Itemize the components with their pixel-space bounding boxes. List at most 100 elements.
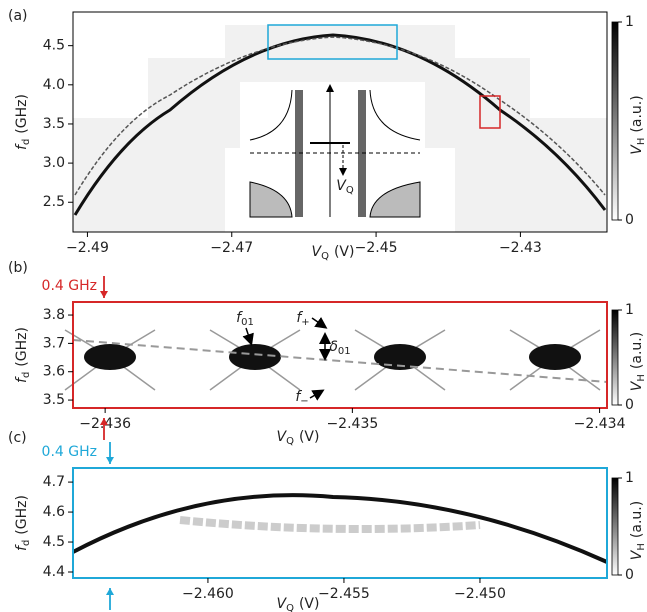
y-tick-label: 3.5 <box>43 116 65 132</box>
label-subscript: 01 <box>338 346 351 357</box>
crossing-core <box>529 344 581 370</box>
inset-hyperbola <box>369 181 421 218</box>
label-subscript: Q <box>321 251 329 262</box>
axis-label: fd (GHz) <box>14 94 32 150</box>
colorbar-label: VH (a.u.) <box>629 332 647 391</box>
marker-label: 0.4 GHz <box>42 278 97 294</box>
background-block <box>530 118 607 232</box>
colorbar-tick-label: 0 <box>625 212 634 228</box>
annotation: f+ <box>296 310 309 328</box>
fit-line <box>72 339 608 383</box>
marker-arrowhead <box>106 457 114 464</box>
y-tick-label: 4.0 <box>43 77 65 93</box>
marker-arrowhead <box>100 291 108 298</box>
panel-label: (b) <box>8 260 28 276</box>
label-symbol: f <box>236 310 243 326</box>
panel-label: (a) <box>8 8 28 24</box>
x-tick-label: −2.450 <box>454 586 506 602</box>
label-subscript: Q <box>346 185 354 196</box>
y-tick-label: 4.5 <box>43 38 65 54</box>
label-subscript: H <box>636 138 647 146</box>
inset-arrowhead <box>326 84 334 92</box>
crossing-core <box>229 344 281 370</box>
marker-label: 0.4 GHz <box>42 444 97 460</box>
label-symbol: V <box>629 380 645 391</box>
y-tick-label: 3.6 <box>43 364 65 380</box>
colorbar <box>611 21 619 221</box>
resonance-trace <box>72 493 608 564</box>
axis-label: VQ (V) <box>277 429 320 447</box>
label-symbol: V <box>629 144 645 155</box>
plot-frame <box>72 301 608 409</box>
marker-arrowhead <box>100 418 108 425</box>
colorbar-label: VH (a.u.) <box>629 95 647 154</box>
label-symbol: V <box>336 178 347 194</box>
label-symbol: f <box>14 376 30 383</box>
axis-label: VQ (V) <box>277 596 320 612</box>
inset-hyperbola <box>249 181 293 218</box>
colorbar-tick-label: 1 <box>625 14 634 30</box>
y-tick-label: 3.5 <box>43 392 65 408</box>
label-subscript: Q <box>286 436 294 447</box>
colorbar-label: VH (a.u.) <box>629 501 647 560</box>
label-subscript: H <box>636 374 647 382</box>
plot-frame <box>72 467 608 579</box>
marker-arrowhead <box>106 588 114 595</box>
label-symbol: f <box>14 143 30 150</box>
axis-label: fd (GHz) <box>14 495 32 551</box>
label-subscript: + <box>301 317 309 328</box>
panel <box>73 12 607 232</box>
label-subscript: d <box>21 540 32 546</box>
panel <box>64 302 608 408</box>
crossing-core <box>84 344 136 370</box>
label-subscript: d <box>21 372 32 378</box>
label-unit: (a.u.) <box>629 332 645 369</box>
label-subscript: H <box>636 543 647 551</box>
colorbar <box>611 309 619 406</box>
inset-arrowhead <box>339 168 347 176</box>
zoom-box <box>479 95 501 129</box>
plot-frame <box>72 11 608 233</box>
plot-area <box>73 468 607 578</box>
resonance-trace <box>73 33 607 216</box>
label-symbol: f <box>296 310 303 326</box>
x-tick-label: −2.434 <box>574 416 626 432</box>
annotation: f01 <box>236 310 254 328</box>
x-tick-label: −2.455 <box>318 586 370 602</box>
inset-hyperbola <box>369 89 421 141</box>
resonance-trace <box>74 36 606 196</box>
y-tick-label: 2.5 <box>43 194 65 210</box>
label-unit: (V) <box>299 429 320 445</box>
y-tick-label: 3.8 <box>43 307 65 323</box>
y-tick-label: 4.7 <box>43 474 65 490</box>
label-subscript: Q <box>286 603 294 612</box>
label-unit: (a.u.) <box>629 95 645 132</box>
x-tick-label: −2.43 <box>499 240 542 256</box>
label-subscript: d <box>21 139 32 145</box>
label-unit: (a.u.) <box>629 501 645 538</box>
label-symbol: V <box>277 429 288 445</box>
x-tick-label: −2.45 <box>355 240 398 256</box>
y-tick-label: 4.4 <box>43 564 65 580</box>
crossing-core <box>374 344 426 370</box>
background-block <box>455 58 530 232</box>
annotation: δ01 <box>329 339 350 357</box>
label-unit: (GHz) <box>14 327 30 367</box>
axis-label: fd (GHz) <box>14 327 32 383</box>
label-unit: (GHz) <box>14 495 30 535</box>
inset-label: VQ <box>336 178 354 196</box>
axis-label: VQ (V) <box>312 244 355 262</box>
colorbar-tick-label: 0 <box>625 397 634 413</box>
label-subscript: − <box>300 396 308 407</box>
panel-label: (c) <box>8 430 27 446</box>
annotation-arrow <box>311 316 328 329</box>
colorbar <box>611 477 619 576</box>
y-tick-label: 4.6 <box>43 504 65 520</box>
label-unit: (V) <box>299 596 320 612</box>
label-symbol: V <box>312 244 323 260</box>
y-tick-label: 4.5 <box>43 534 65 550</box>
label-unit: (GHz) <box>14 94 30 134</box>
label-symbol: δ <box>329 339 338 355</box>
x-tick-label: −2.460 <box>182 586 234 602</box>
